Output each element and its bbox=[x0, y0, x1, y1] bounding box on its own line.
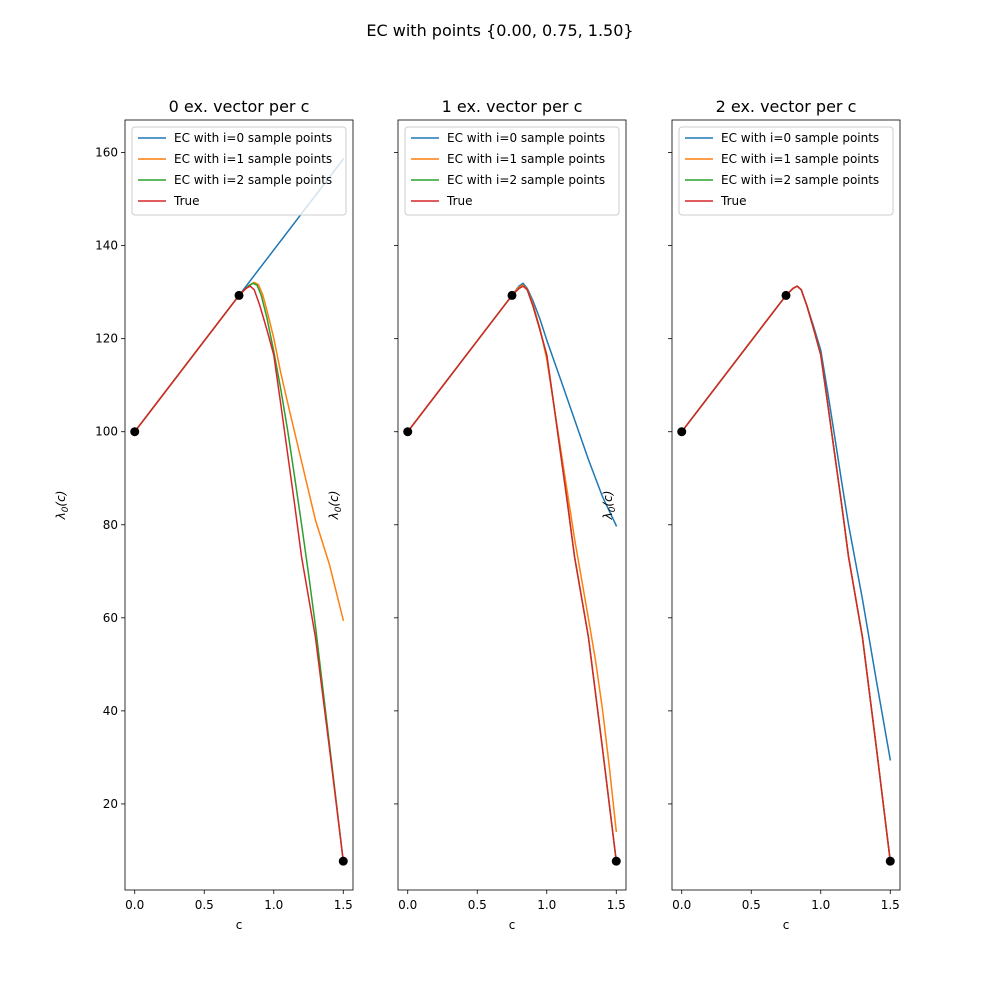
y-tick-label: 140 bbox=[95, 239, 118, 253]
x-tick-label: 0.5 bbox=[195, 898, 214, 912]
legend: EC with i=0 sample points EC with i=1 sam… bbox=[404, 126, 620, 216]
axes-frame bbox=[124, 119, 354, 891]
x-tick-label: 0.5 bbox=[468, 898, 487, 912]
series-line-3 bbox=[406, 285, 618, 862]
sample-point bbox=[885, 856, 895, 866]
sample-point bbox=[507, 290, 517, 300]
series-line-2 bbox=[133, 282, 345, 862]
subplot-title: 1 ex. vector per c bbox=[442, 97, 583, 116]
x-tick-label: 0.0 bbox=[125, 898, 144, 912]
series-line-0 bbox=[406, 282, 618, 527]
x-axis-label: c bbox=[236, 918, 243, 932]
x-axis-label: c bbox=[509, 918, 516, 932]
y-tick-label: 120 bbox=[95, 332, 118, 346]
legend: EC with i=0 sample points EC with i=1 sam… bbox=[678, 126, 894, 216]
sample-point bbox=[338, 856, 348, 866]
x-tick-label: 1.5 bbox=[607, 898, 626, 912]
y-tick-label: 20 bbox=[103, 797, 118, 811]
legend-entry: EC with i=2 sample points bbox=[721, 173, 879, 187]
y-tick-label: 60 bbox=[103, 611, 118, 625]
legend-entry: EC with i=0 sample points bbox=[447, 131, 605, 145]
sample-point bbox=[234, 290, 244, 300]
series-line-3 bbox=[133, 285, 345, 862]
legend-box bbox=[678, 126, 894, 216]
y-tick-label: 80 bbox=[103, 518, 118, 532]
y-axis-label: λ0(c) bbox=[54, 491, 71, 521]
legend: EC with i=0 sample points EC with i=1 sam… bbox=[131, 126, 347, 216]
legend-entry: True bbox=[173, 194, 200, 208]
sample-point bbox=[677, 427, 687, 437]
x-tick-label: 1.0 bbox=[811, 898, 830, 912]
legend-entry: EC with i=1 sample points bbox=[174, 152, 332, 166]
legend-entry: True bbox=[446, 194, 473, 208]
subplot-title: 0 ex. vector per c bbox=[169, 97, 310, 116]
legend-entry: EC with i=0 sample points bbox=[721, 131, 879, 145]
x-tick-label: 0.0 bbox=[398, 898, 417, 912]
legend-entry: EC with i=2 sample points bbox=[447, 173, 605, 187]
legend-entry: True bbox=[720, 194, 747, 208]
x-tick-label: 0.5 bbox=[742, 898, 761, 912]
legend-box bbox=[131, 126, 347, 216]
x-tick-label: 1.5 bbox=[881, 898, 900, 912]
legend-entry: EC with i=1 sample points bbox=[721, 152, 879, 166]
x-tick-label: 0.0 bbox=[672, 898, 691, 912]
y-axis-label: λ0(c) bbox=[601, 491, 618, 521]
subplot-0: 0 ex. vector per c 0.0 0.5 1.0 1.5 20 40 60 80 10… bbox=[54, 97, 354, 932]
y-axis-label: λ0(c) bbox=[327, 491, 344, 521]
legend-entry: EC with i=1 sample points bbox=[447, 152, 605, 166]
y-tick-label: 160 bbox=[95, 146, 118, 160]
figure-suptitle: EC with points {0.00, 0.75, 1.50} bbox=[366, 21, 633, 40]
axes-frame bbox=[397, 119, 627, 891]
x-tick-label: 1.5 bbox=[334, 898, 353, 912]
sample-point bbox=[611, 856, 621, 866]
y-tick-label: 100 bbox=[95, 425, 118, 439]
subplot-title: 2 ex. vector per c bbox=[716, 97, 857, 116]
sample-point bbox=[781, 290, 791, 300]
x-tick-label: 1.0 bbox=[537, 898, 556, 912]
sample-point bbox=[130, 427, 140, 437]
legend-entry: EC with i=2 sample points bbox=[174, 173, 332, 187]
y-tick-label: 40 bbox=[103, 704, 118, 718]
x-axis-label: c bbox=[783, 918, 790, 932]
subplot-2: 2 ex. vector per c 0.0 0.5 1.0 1.5 c λ0(c) EC w… bbox=[601, 97, 901, 932]
legend-entry: EC with i=0 sample points bbox=[174, 131, 332, 145]
legend-box bbox=[404, 126, 620, 216]
x-tick-label: 1.0 bbox=[264, 898, 283, 912]
series-line-3 bbox=[680, 285, 892, 862]
subplot-1: 1 ex. vector per c 0.0 0.5 1.0 1.5 c λ0(c) EC w… bbox=[327, 97, 627, 932]
sample-point bbox=[403, 427, 413, 437]
axes-frame bbox=[671, 119, 901, 891]
